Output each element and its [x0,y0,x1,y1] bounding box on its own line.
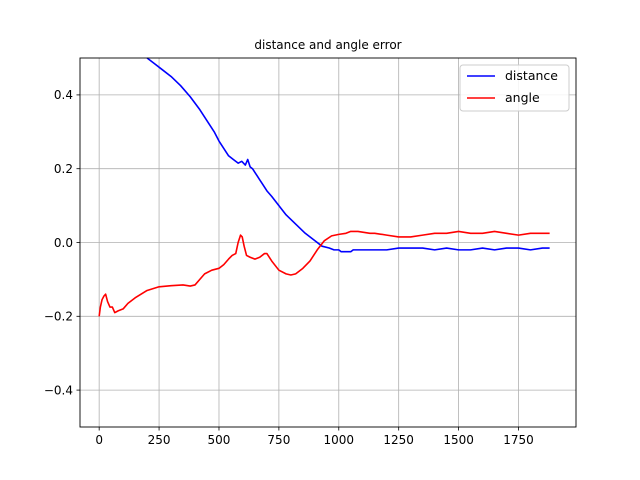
y-tick-label: −0.4 [44,383,73,397]
x-tick-label: 0 [95,433,103,447]
y-tick-label: 0.2 [54,162,73,176]
grid [80,58,576,427]
series-line-distance [146,57,550,253]
x-tick-label: 500 [208,433,231,447]
series-line-angle [98,230,550,317]
y-tick-label: 0.4 [54,88,73,102]
x-tick-label: 250 [148,433,171,447]
x-tick-label: 1500 [443,433,474,447]
legend-label-angle: angle [505,90,540,105]
axes-ticks: 0 250 500 750 1000 1250 1500 1750 −0.4 −0.2 0.0 0.2… [44,88,534,447]
x-tick-label: 1250 [383,433,414,447]
y-tick-label: 0.0 [54,236,73,250]
x-tick-label: 750 [267,433,290,447]
x-tick-label: 1000 [324,433,355,447]
x-tick-label: 1750 [503,433,534,447]
plot-area [98,57,550,317]
y-tick-label: −0.2 [44,310,73,324]
legend: distance angle [459,64,570,112]
chart-title: distance and angle error [254,38,401,52]
legend-label-distance: distance [505,68,558,83]
